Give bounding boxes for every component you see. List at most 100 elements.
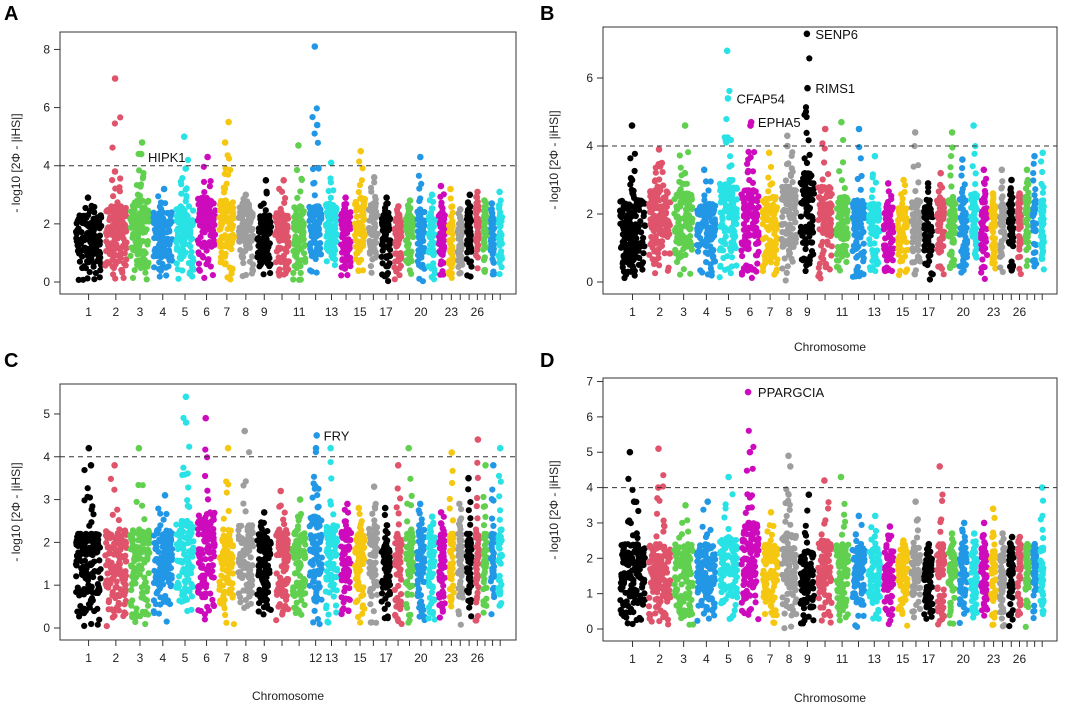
- x-tick-label: 2: [656, 305, 663, 319]
- peak-point: [980, 166, 988, 174]
- y-tick-label: 2: [43, 217, 50, 231]
- snp-point: [449, 209, 456, 216]
- panel-letter-a: A: [4, 3, 18, 25]
- snp-point: [744, 160, 751, 167]
- snp-point: [448, 274, 455, 281]
- snp-point: [177, 203, 184, 210]
- x-tick-label: 2: [113, 305, 120, 319]
- snp-point: [817, 275, 824, 282]
- snp-point: [201, 189, 208, 196]
- peak-point: [681, 122, 689, 129]
- snp-point: [222, 250, 229, 257]
- snp-point: [949, 144, 956, 151]
- snp-point: [885, 266, 892, 273]
- snp-point: [703, 210, 710, 217]
- snp-point: [913, 197, 921, 204]
- snp-point: [310, 217, 317, 224]
- snp-point: [406, 267, 413, 274]
- snp-point: [440, 248, 447, 255]
- gene-label: HIPK1: [148, 150, 186, 165]
- snp-point: [708, 224, 715, 231]
- snp-point: [789, 225, 796, 232]
- snp-point: [979, 256, 986, 263]
- x-tick-label: 20: [957, 305, 971, 319]
- chromosome-21-points: [425, 191, 438, 283]
- snp-point: [799, 257, 807, 264]
- snp-point: [710, 246, 717, 253]
- snp-point: [709, 254, 716, 261]
- snp-point: [240, 254, 247, 261]
- snp-point: [631, 150, 639, 157]
- snp-point: [133, 182, 140, 189]
- snp-point: [819, 200, 826, 207]
- snp-point: [353, 201, 360, 208]
- snp-point: [792, 210, 799, 217]
- snp-point: [911, 259, 918, 266]
- peak-point: [804, 84, 811, 92]
- snp-point: [480, 239, 487, 246]
- snp-point: [937, 220, 944, 227]
- snp-point: [685, 149, 692, 156]
- snp-point: [784, 263, 791, 270]
- snp-point: [324, 228, 331, 235]
- snp-point: [627, 203, 634, 210]
- snp-point: [179, 246, 186, 253]
- snp-point: [383, 263, 390, 270]
- peak-point: [655, 146, 663, 153]
- snp-point: [324, 239, 331, 246]
- snp-point: [379, 238, 386, 245]
- snp-point: [352, 220, 359, 227]
- x-tick-label: 11: [293, 305, 306, 319]
- snp-point: [88, 241, 95, 248]
- snp-point: [97, 267, 104, 274]
- snp-point: [949, 193, 957, 201]
- snp-point: [255, 250, 262, 257]
- snp-point: [652, 177, 659, 184]
- snp-point: [276, 185, 283, 192]
- snp-point: [108, 240, 115, 247]
- snp-point: [912, 221, 919, 229]
- peak-point: [295, 142, 302, 149]
- snp-point: [799, 181, 806, 188]
- snp-point: [805, 137, 812, 144]
- snp-point: [1008, 258, 1015, 265]
- snp-point: [165, 227, 173, 234]
- snp-point: [140, 170, 147, 177]
- peak-point: [911, 129, 919, 136]
- snp-point: [695, 243, 703, 250]
- snp-point: [1039, 255, 1046, 262]
- snp-point: [1024, 222, 1031, 229]
- snp-point: [182, 221, 190, 228]
- peak-point: [406, 197, 414, 204]
- snp-point: [490, 248, 497, 255]
- snp-point: [1030, 160, 1037, 167]
- snp-point: [307, 267, 314, 274]
- snp-point: [652, 204, 659, 211]
- snp-point: [716, 274, 723, 281]
- snp-point: [951, 212, 959, 219]
- snp-point: [488, 206, 495, 213]
- snp-point: [1040, 208, 1047, 215]
- snp-point: [787, 171, 795, 178]
- snp-point: [939, 235, 946, 242]
- snp-point: [356, 246, 363, 254]
- snp-point: [663, 188, 670, 195]
- snp-point: [338, 221, 345, 228]
- chromosome-14-points: [880, 180, 897, 275]
- peak-point: [628, 122, 636, 129]
- snp-point: [297, 188, 304, 195]
- snp-point: [217, 225, 224, 233]
- snp-point: [327, 179, 334, 186]
- peak-point: [628, 176, 636, 184]
- snp-point: [138, 208, 146, 215]
- snp-point: [979, 236, 986, 243]
- snp-point: [190, 207, 197, 214]
- chromosome-18-points: [933, 169, 948, 278]
- x-tick-label: 9: [804, 305, 811, 319]
- snp-point: [222, 165, 229, 172]
- snp-point: [1031, 220, 1039, 227]
- snp-point: [448, 258, 455, 265]
- snp-point: [765, 188, 772, 195]
- snp-point: [888, 250, 896, 257]
